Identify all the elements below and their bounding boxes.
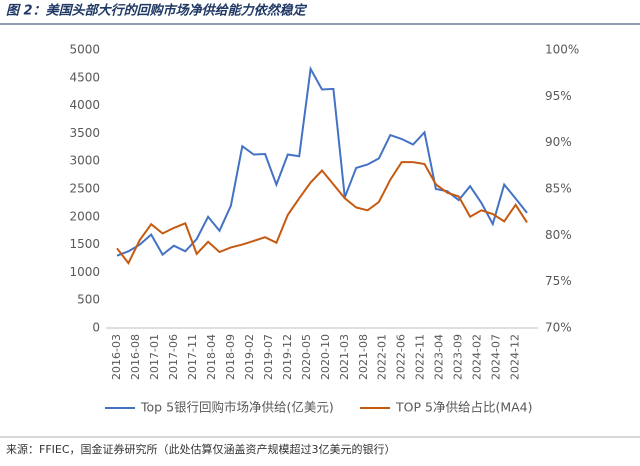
chart-title: 图 2：美国头部大行的回购市场净供给能力依然稳定	[6, 3, 308, 19]
x-tick-label: 2019-07	[262, 334, 275, 380]
x-tick-label: 2019-12	[281, 334, 294, 380]
x-tick-label: 2019-02	[243, 334, 256, 380]
x-tick-label: 2022-06	[395, 334, 408, 380]
y-tick-label: 4000	[69, 98, 100, 112]
x-tick-label: 2016-08	[129, 334, 142, 380]
y2-tick-label: 75%	[545, 274, 572, 288]
x-tick-label: 2017-06	[167, 334, 180, 380]
x-tick-label: 2024-07	[490, 334, 503, 380]
y2-tick-label: 90%	[545, 135, 572, 149]
y2-tick-label: 80%	[545, 228, 572, 242]
x-tick-label: 2021-08	[357, 334, 370, 380]
y-tick-label: 1500	[69, 237, 100, 251]
x-tick-label: 2016-03	[110, 334, 123, 380]
y2-tick-label: 85%	[545, 182, 572, 196]
source-note: 来源：FFIEC，国金证券研究所（此处估算仅涵盖资产规模超过3亿美元的银行）	[6, 442, 396, 456]
x-tick-label: 2018-04	[205, 334, 218, 380]
y-tick-label: 1000	[69, 265, 100, 279]
x-tick-label: 2024-02	[471, 334, 484, 380]
y-tick-label: 5000	[69, 43, 100, 57]
legend-label: Top 5银行回购市场净供给(亿美元)	[140, 400, 334, 415]
y-tick-label: 2000	[69, 209, 100, 223]
y-tick-label: 3500	[69, 126, 100, 140]
y-tick-label: 2500	[69, 182, 100, 196]
y2-tick-label: 95%	[545, 89, 572, 103]
y-tick-label: 500	[77, 293, 100, 307]
legend-label: TOP 5净供给占比(MA4)	[395, 400, 532, 415]
x-tick-label: 2022-11	[414, 334, 427, 380]
x-tick-label: 2023-04	[433, 334, 446, 380]
x-tick-label: 2020-05	[300, 334, 313, 380]
x-tick-label: 2023-09	[452, 334, 465, 380]
x-tick-label: 2018-09	[224, 334, 237, 380]
y-tick-label: 3000	[69, 154, 100, 168]
y2-tick-label: 70%	[545, 321, 572, 335]
y-tick-label: 0	[92, 321, 100, 335]
x-tick-label: 2017-01	[148, 334, 161, 380]
series-line	[116, 161, 528, 265]
x-tick-label: 2022-01	[376, 334, 389, 380]
x-tick-label: 2017-11	[186, 334, 199, 380]
y2-tick-label: 100%	[545, 43, 579, 57]
y-tick-label: 4500	[69, 70, 100, 84]
x-tick-label: 2024-12	[509, 334, 522, 380]
series-line	[116, 65, 528, 257]
x-tick-label: 2020-10	[319, 334, 332, 380]
x-tick-label: 2021-03	[338, 334, 351, 380]
